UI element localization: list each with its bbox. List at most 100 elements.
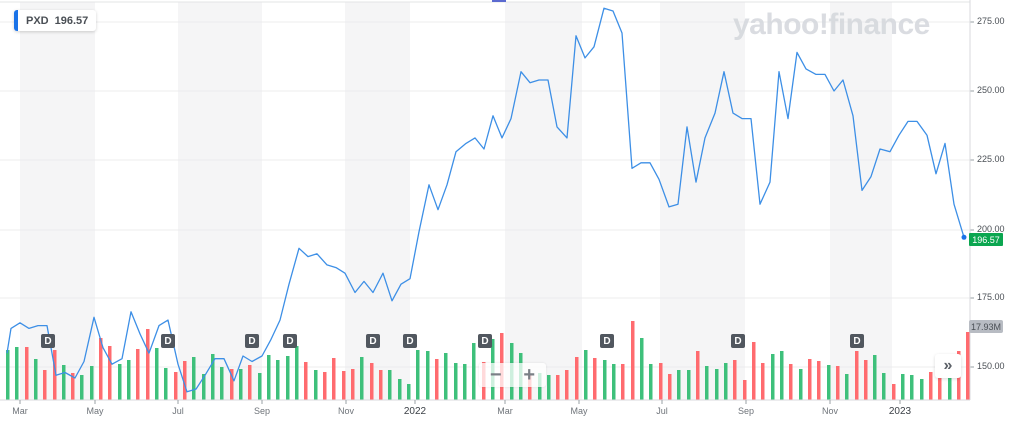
volume-bar [286,356,290,400]
month-bands [20,2,892,400]
dividend-marker[interactable]: D [366,334,380,348]
volume-bar [267,355,271,400]
volume-bar [771,354,775,400]
x-axis-label: Mar [497,406,513,416]
volume-bar [724,363,728,400]
volume-bar [407,384,411,400]
volume-bar [174,372,178,400]
dividend-marker[interactable]: D [403,334,417,348]
volume-bar [62,365,66,400]
volume-bar [556,375,560,400]
volume-bar [640,338,644,400]
volume-bar [687,370,691,400]
volume-bar [817,361,821,400]
range-indicator [492,0,506,2]
volume-bar [230,369,234,400]
month-band [345,2,410,400]
dividend-marker[interactable]: D [731,334,745,348]
ticker-symbol: PXD [26,14,49,27]
zoom-controls: − + [479,363,546,387]
volume-bar [565,370,569,400]
y-axis-label: 175.00 [977,292,1005,302]
volume-bar [426,351,430,400]
volume-bar [612,364,616,400]
volume-bar [920,379,924,400]
volume-bar [715,369,719,400]
zoom-out-button[interactable]: − [489,363,502,386]
last-price-dot [961,234,967,240]
x-axis-label: May [570,406,588,416]
volume-bar [528,374,532,400]
x-axis-label: Jul [172,406,184,416]
volume-bar [966,332,970,400]
volume-bar [845,374,849,400]
grid-lines [0,21,974,368]
volume-bar [472,343,476,400]
volume-bar [603,360,607,400]
scroll-to-latest-button[interactable]: » [935,354,961,378]
volume-bar [398,379,402,400]
x-axis-label: Sep [737,406,755,416]
volume-bar [155,348,159,400]
volume-bar [416,350,420,400]
month-band [178,2,262,400]
volume-bar [71,373,75,400]
y-axis-label: 200.00 [977,224,1005,234]
volume-bar [239,369,243,400]
dividend-marker[interactable]: D [850,334,864,348]
volume-bar [584,350,588,400]
volume-bar [761,363,765,400]
dividend-marker[interactable]: D [245,334,259,348]
dividend-marker[interactable]: D [41,334,55,348]
volume-bars [6,321,970,400]
volume-bar [929,372,933,400]
volume-bar [668,374,672,400]
dividend-marker[interactable]: D [600,334,614,348]
volume-bar [631,321,635,400]
volume-bar [901,374,905,400]
dividend-marker[interactable]: D [478,334,492,348]
volume-bar [454,363,458,400]
volume-bar [118,364,122,400]
volume-bar [379,370,383,400]
volume-bar [351,369,355,400]
volume-bar [43,370,47,400]
volume-bar [733,360,737,400]
volume-bar [435,359,439,400]
volume-bar [192,357,196,400]
yahoo-finance-watermark: yahoo!finance [733,8,930,41]
volume-bar [342,371,346,400]
volume-bar [258,373,262,400]
volume-bar [323,372,327,400]
volume-bar [444,353,448,400]
volume-bar [276,360,280,400]
dividend-marker[interactable]: D [161,334,175,348]
y-axis-label: 225.00 [977,154,1005,164]
volume-bar [211,354,215,400]
ticker-badge[interactable]: PXD 196.57 [14,10,97,31]
x-axis-label: May [86,406,104,416]
dividend-marker[interactable]: D [283,334,297,348]
volume-bar [873,355,877,400]
zoom-in-button[interactable]: + [523,363,536,386]
x-tick-marks [19,400,901,404]
volume-bar [90,366,94,400]
month-band [505,2,582,400]
volume-bar [136,349,140,400]
volume-bar [621,364,625,400]
volume-bar [304,362,308,400]
x-axis-label: Nov [821,406,839,416]
volume-bar [360,357,364,400]
volume-bar [547,375,551,400]
volume-bar [370,363,374,400]
volume-bar [780,351,784,400]
volume-bar [752,342,756,400]
volume-bar [677,370,681,400]
volume-bar [808,359,812,400]
volume-bar [659,363,663,400]
volume-bar [127,360,131,400]
x-axis-label: Nov [337,406,355,416]
volume-bar [80,375,84,400]
price-line [6,7,965,393]
